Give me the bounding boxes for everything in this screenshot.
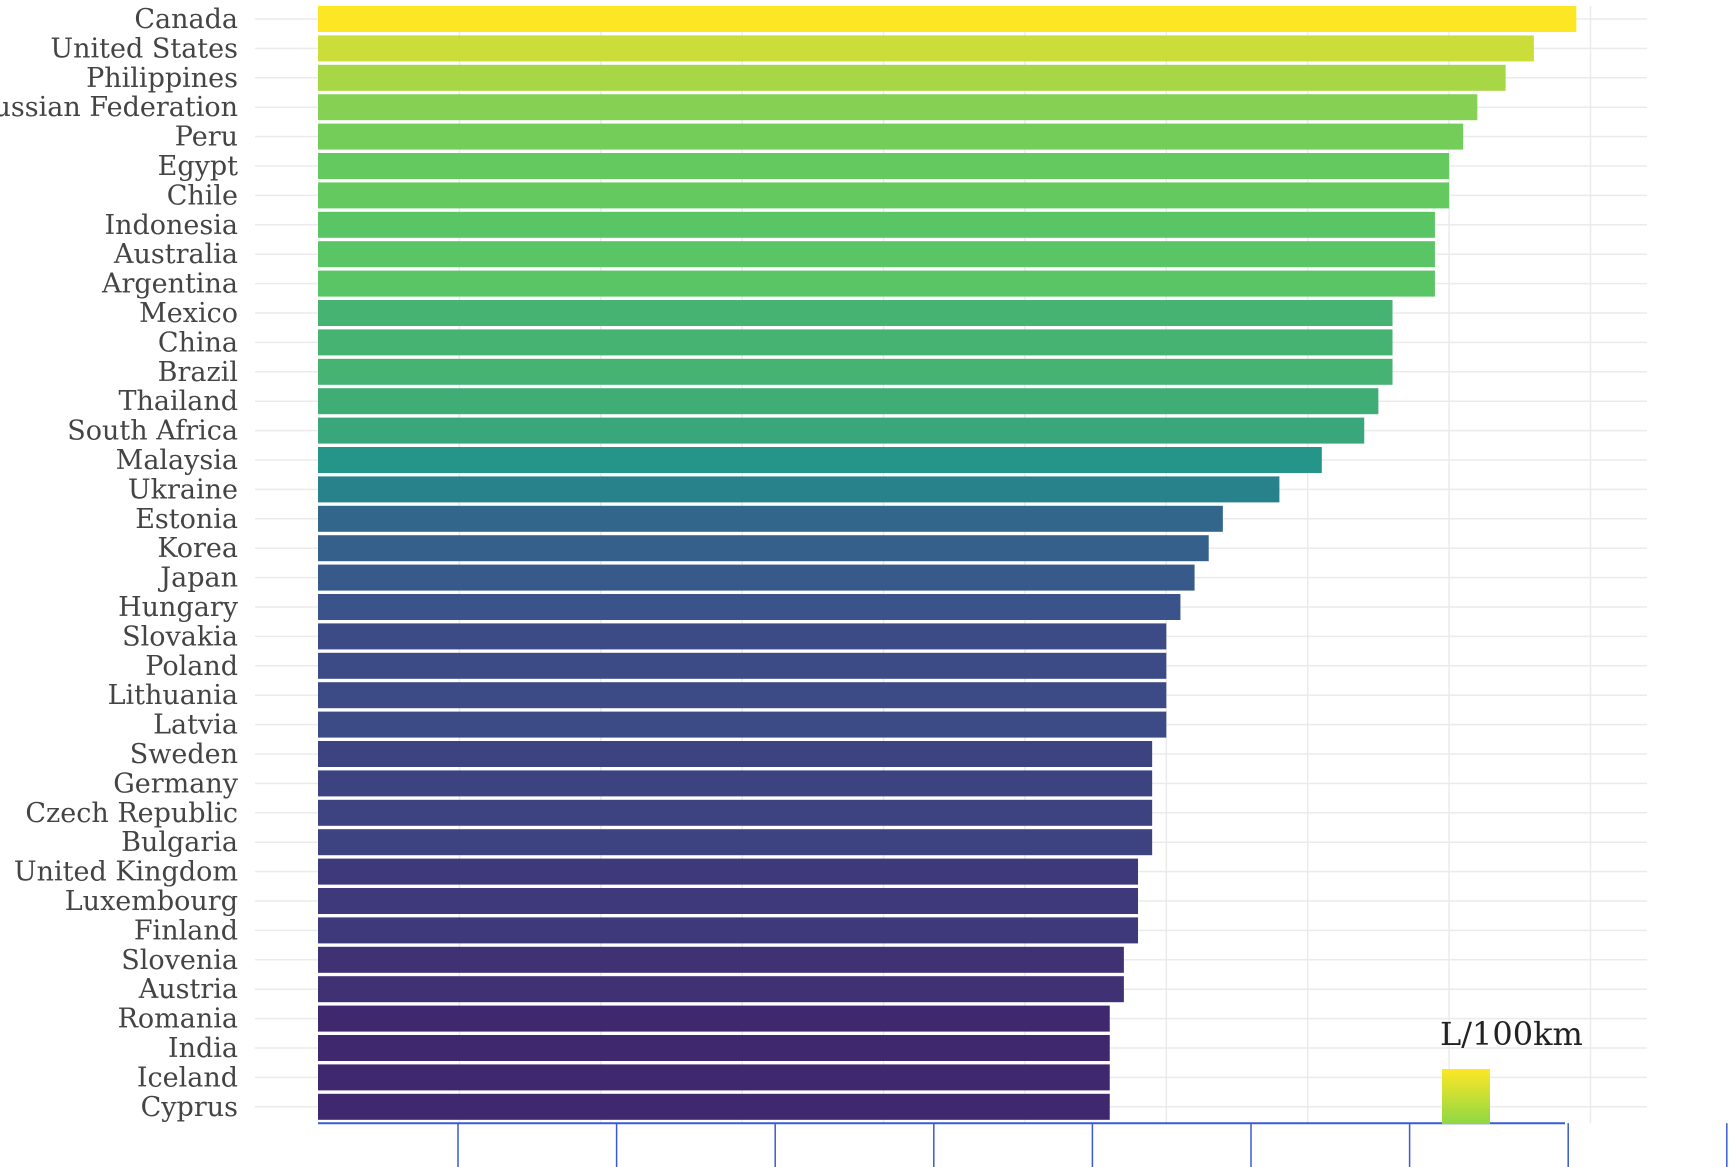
bar-poland	[318, 652, 1167, 679]
legend-colorbar	[1442, 1069, 1490, 1124]
tick-label-thailand: Thailand	[118, 386, 238, 417]
bar-india	[318, 1035, 1110, 1061]
tick-label-hungary: Hungary	[118, 592, 239, 623]
tick-label-chile: Chile	[167, 180, 238, 211]
bar-korea	[318, 535, 1209, 562]
bar-philippines	[318, 64, 1506, 91]
bar-egypt	[318, 153, 1450, 179]
bar-austria	[318, 976, 1124, 1003]
tick-label-russian-federation: Russian Federation	[0, 92, 238, 123]
tick-label-ukraine: Ukraine	[128, 474, 238, 505]
bar-cyprus	[318, 1093, 1110, 1120]
bar-united-kingdom	[318, 858, 1139, 885]
legend-title: L/100km	[1440, 1015, 1583, 1053]
tick-label-peru: Peru	[175, 122, 238, 153]
bar-south-africa	[318, 417, 1365, 444]
tick-label-lithuania: Lithuania	[108, 680, 238, 711]
bar-germany	[318, 770, 1153, 797]
tick-label-south-africa: South Africa	[67, 416, 238, 447]
tick-label-poland: Poland	[145, 651, 238, 682]
tick-label-estonia: Estonia	[135, 504, 238, 535]
tick-label-luxembourg: Luxembourg	[65, 886, 238, 917]
tick-label-iceland: Iceland	[137, 1062, 238, 1093]
bar-mexico	[318, 300, 1393, 326]
tick-label-slovakia: Slovakia	[122, 621, 238, 652]
tick-label-philippines: Philippines	[86, 63, 238, 94]
bar-latvia	[318, 711, 1167, 738]
bar-romania	[318, 1005, 1110, 1032]
bar-australia	[318, 241, 1435, 268]
tick-label-egypt: Egypt	[158, 151, 239, 182]
tick-label-canada: Canada	[134, 4, 238, 35]
legend: L/100km	[1440, 1015, 1583, 1124]
bar-sweden	[318, 741, 1153, 767]
bar-united-states	[318, 35, 1534, 62]
bar-china	[318, 329, 1393, 356]
tick-label-brazil: Brazil	[158, 357, 238, 388]
tick-label-germany: Germany	[113, 768, 239, 799]
bar-canada	[318, 6, 1577, 32]
tick-label-bulgaria: Bulgaria	[121, 827, 238, 858]
bar-indonesia	[318, 211, 1435, 238]
bar-brazil	[318, 358, 1393, 385]
bar-czech-republic	[318, 799, 1153, 826]
bar-slovakia	[318, 623, 1167, 650]
bar-lithuania	[318, 682, 1167, 709]
bar-malaysia	[318, 447, 1322, 473]
bar-hungary	[318, 594, 1181, 620]
bar-argentina	[318, 270, 1435, 297]
bar-peru	[318, 123, 1464, 150]
tick-label-japan: Japan	[157, 563, 238, 594]
tick-label-finland: Finland	[134, 915, 238, 946]
bar-japan	[318, 564, 1195, 591]
tick-label-korea: Korea	[157, 533, 238, 564]
tick-label-united-states: United States	[50, 33, 238, 64]
tick-label-united-kingdom: United Kingdom	[14, 857, 238, 888]
bar-chile	[318, 182, 1450, 209]
tick-label-india: India	[168, 1033, 238, 1064]
tick-label-romania: Romania	[118, 1004, 238, 1035]
bar-bulgaria	[318, 829, 1153, 856]
tick-label-china: China	[158, 327, 238, 358]
bar-iceland	[318, 1064, 1110, 1091]
x-axis	[318, 1122, 1728, 1167]
bar-finland	[318, 917, 1139, 944]
bar-russian-federation	[318, 94, 1478, 121]
tick-label-austria: Austria	[138, 974, 238, 1005]
tick-label-cyprus: Cyprus	[141, 1092, 238, 1123]
tick-label-sweden: Sweden	[130, 739, 238, 770]
tick-label-mexico: Mexico	[139, 298, 238, 329]
bar-estonia	[318, 505, 1223, 532]
bar-slovenia	[318, 946, 1124, 973]
tick-label-czech-republic: Czech Republic	[25, 798, 238, 829]
tick-label-australia: Australia	[113, 239, 238, 270]
tick-label-slovenia: Slovenia	[121, 945, 238, 976]
bars	[318, 6, 1577, 1120]
bar-thailand	[318, 388, 1379, 415]
tick-label-malaysia: Malaysia	[116, 445, 238, 476]
bar-luxembourg	[318, 888, 1139, 914]
tick-label-argentina: Argentina	[101, 269, 238, 300]
bar-ukraine	[318, 476, 1280, 503]
tick-label-indonesia: Indonesia	[104, 210, 238, 241]
tick-label-latvia: Latvia	[153, 710, 238, 741]
